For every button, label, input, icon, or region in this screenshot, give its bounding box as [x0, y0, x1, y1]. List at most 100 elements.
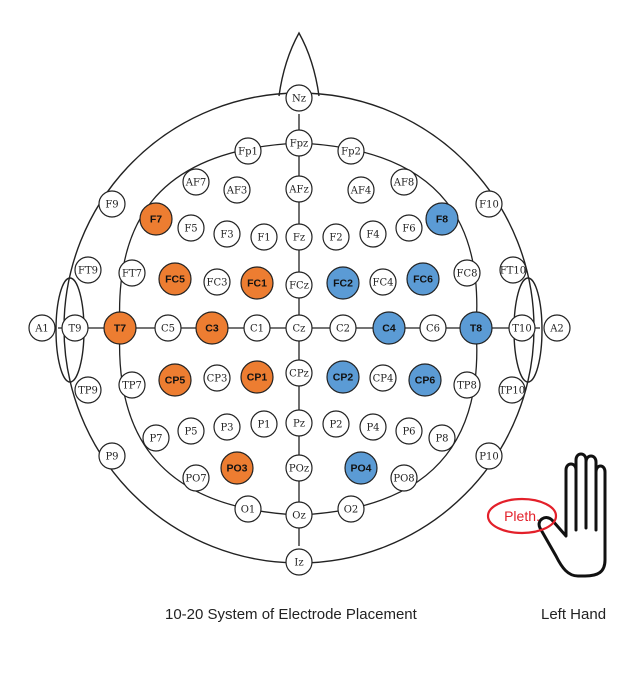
- electrode-label: O2: [344, 505, 359, 516]
- pleth-marker: Pleth.: [486, 497, 558, 535]
- electrode-marker: [182, 168, 210, 196]
- electrode-label: CP3: [207, 374, 228, 385]
- electrode-marker: [329, 314, 357, 342]
- electrode-p8: P8: [428, 424, 456, 452]
- electrode-marker: [372, 311, 406, 345]
- electrode-marker: [369, 364, 397, 392]
- electrode-label: FT7: [122, 269, 142, 280]
- electrode-marker: [234, 137, 262, 165]
- electrode-o1: O1: [234, 495, 262, 523]
- electrode-label: Oz: [292, 511, 305, 522]
- electrode-tp7: TP7: [118, 371, 146, 399]
- electrode-label: FT10: [500, 266, 526, 277]
- electrode-label: P4: [366, 423, 379, 434]
- electrode-marker: [326, 360, 360, 394]
- electrode-label: Pz: [293, 419, 305, 430]
- electrode-marker: [337, 137, 365, 165]
- electrode-marker: [234, 495, 262, 523]
- electrode-tp8: TP8: [453, 371, 481, 399]
- electrode-marker: [406, 262, 440, 296]
- electrode-t10: T10: [508, 314, 536, 342]
- electrode-marker: [158, 363, 192, 397]
- electrode-cp6: CP6: [408, 363, 442, 397]
- electrode-marker: [118, 371, 146, 399]
- electrode-p5: P5: [177, 417, 205, 445]
- electrode-marker: [103, 311, 137, 345]
- electrode-marker: [285, 359, 313, 387]
- electrode-iz: Iz: [285, 548, 313, 576]
- electrode-label: P6: [402, 427, 415, 438]
- electrode-nz: Nz: [285, 84, 313, 112]
- electrode-marker: [177, 214, 205, 242]
- electrode-poz: POz: [285, 454, 313, 482]
- electrode-marker: [419, 314, 447, 342]
- electrode-af7: AF7: [182, 168, 210, 196]
- electrode-label: F4: [366, 230, 379, 241]
- electrode-label: F3: [220, 230, 233, 241]
- electrode-p6: P6: [395, 417, 423, 445]
- electrode-marker: [453, 371, 481, 399]
- electrode-marker: [322, 410, 350, 438]
- electrode-cpz: CPz: [285, 359, 313, 387]
- electrode-marker: [74, 256, 102, 284]
- electrode-marker: [543, 314, 571, 342]
- electrode-cz: Cz: [285, 314, 313, 342]
- electrode-f1: F1: [250, 223, 278, 251]
- electrode-ft10: FT10: [499, 256, 527, 284]
- electrode-tp9: TP9: [74, 376, 102, 404]
- electrode-label: F10: [479, 200, 499, 211]
- electrode-marker: [285, 84, 313, 112]
- electrode-marker: [359, 220, 387, 248]
- electrode-label: P5: [184, 427, 197, 438]
- electrode-fc6: FC6: [406, 262, 440, 296]
- electrode-marker: [428, 424, 456, 452]
- electrode-label: F5: [184, 224, 197, 235]
- electrode-label: PO8: [393, 474, 414, 485]
- electrode-marker: [499, 256, 527, 284]
- electrode-c2: C2: [329, 314, 357, 342]
- electrode-marker: [142, 424, 170, 452]
- electrode-label: C1: [250, 324, 264, 335]
- electrode-label: FCz: [289, 281, 309, 292]
- electrode-p10: P10: [475, 442, 503, 470]
- electrode-af8: AF8: [390, 168, 418, 196]
- electrode-tp10: TP10: [498, 376, 526, 404]
- electrode-label: A1: [34, 324, 49, 335]
- electrode-label: C5: [161, 324, 175, 335]
- electrode-marker: [74, 376, 102, 404]
- electrode-marker: [177, 417, 205, 445]
- electrode-cp3: CP3: [203, 364, 231, 392]
- diagram-caption: 10-20 System of Electrode Placement: [165, 606, 417, 623]
- electrode-label: F1: [257, 233, 270, 244]
- electrode-c3: C3: [195, 311, 229, 345]
- electrode-marker: [98, 190, 126, 218]
- electrode-label: AFz: [288, 185, 308, 196]
- electrode-label: TP9: [78, 386, 98, 397]
- electrode-o2: O2: [337, 495, 365, 523]
- hand-outline: [537, 452, 607, 578]
- electrode-label: CP4: [373, 374, 394, 385]
- electrode-oz: Oz: [285, 501, 313, 529]
- electrode-a1: A1: [28, 314, 56, 342]
- electrode-marker: [285, 548, 313, 576]
- electrode-marker: [344, 451, 378, 485]
- electrode-marker: [213, 220, 241, 248]
- electrode-f10: F10: [475, 190, 503, 218]
- electrode-label: C2: [336, 324, 350, 335]
- electrode-c5: C5: [154, 314, 182, 342]
- electrode-f6: F6: [395, 214, 423, 242]
- electrode-label: AF8: [393, 178, 415, 189]
- electrode-label: P10: [479, 452, 498, 463]
- electrode-fz: Fz: [285, 223, 313, 251]
- electrode-label: P7: [149, 434, 162, 445]
- electrode-po8: PO8: [390, 464, 418, 492]
- electrode-c1: C1: [243, 314, 271, 342]
- electrode-a2: A2: [543, 314, 571, 342]
- electrode-label: POz: [289, 464, 309, 475]
- electrode-marker: [285, 409, 313, 437]
- pleth-ellipse: [486, 497, 558, 535]
- electrode-marker: [498, 376, 526, 404]
- electrode-label: Fp1: [238, 147, 258, 158]
- electrode-marker: [182, 464, 210, 492]
